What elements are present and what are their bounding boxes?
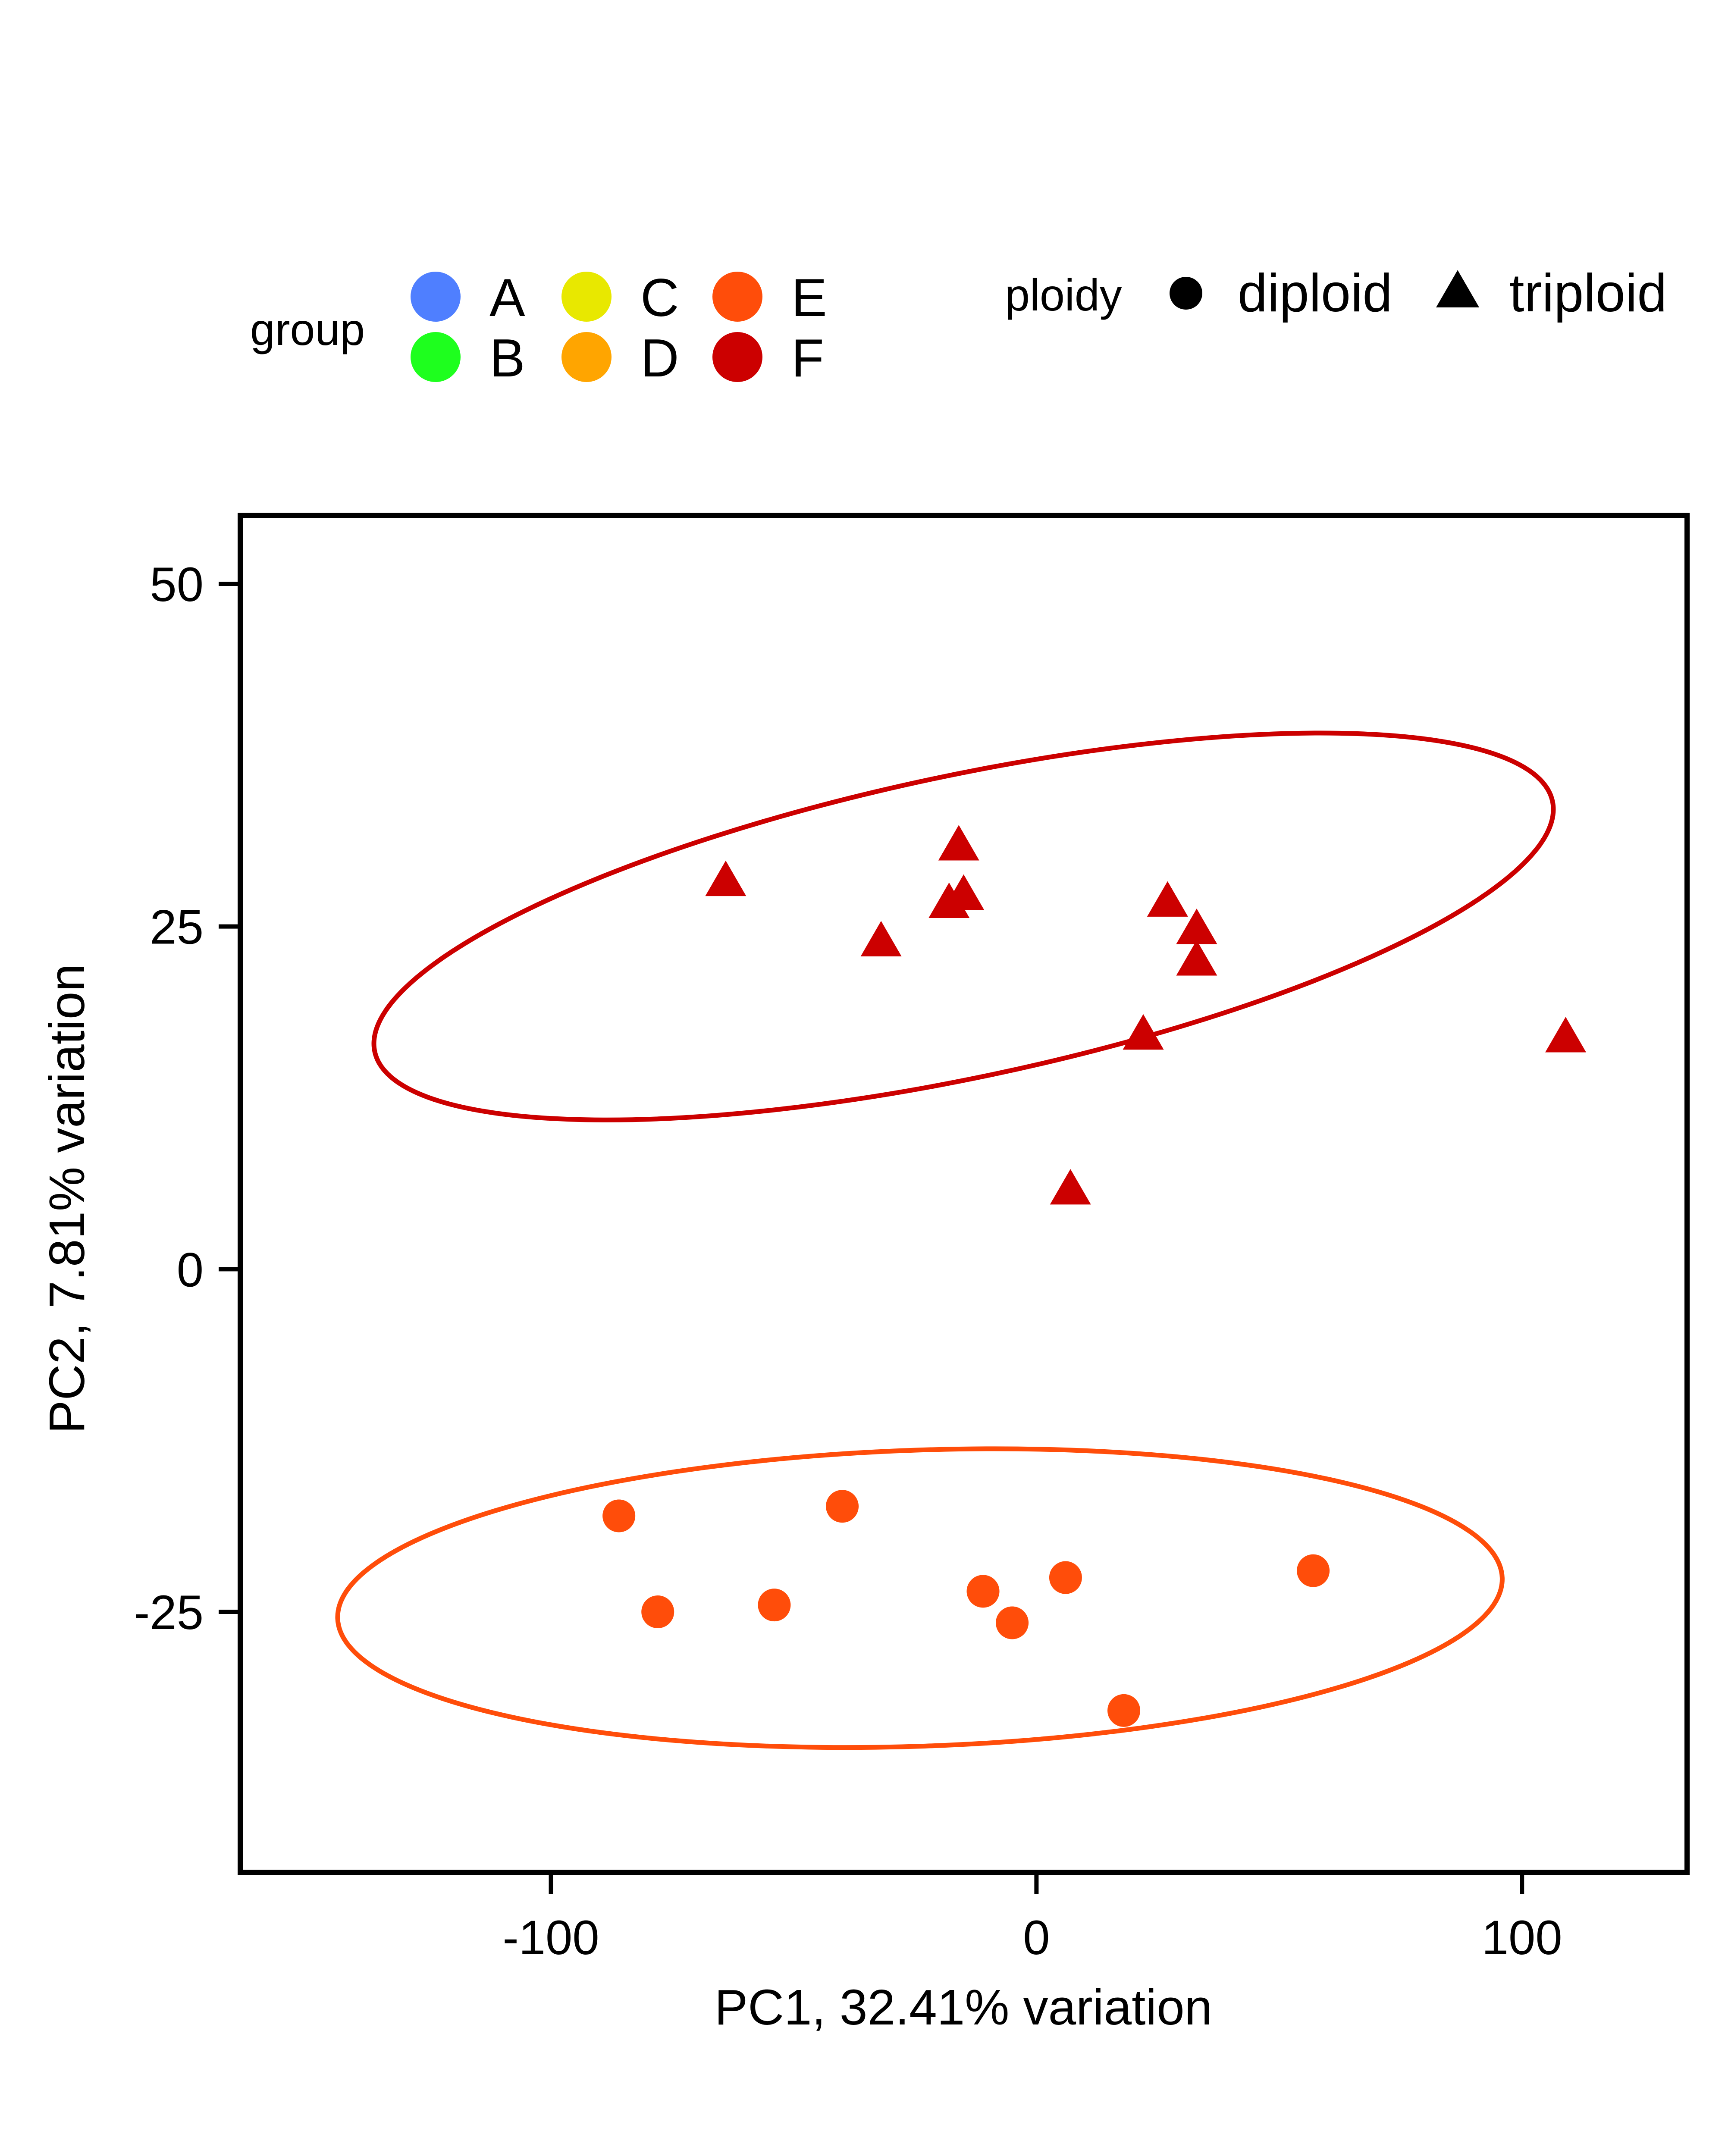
point-triploid-group-f	[1545, 1017, 1587, 1053]
x-tick-label: 0	[1023, 1911, 1050, 1965]
y-tick-label: -25	[134, 1586, 204, 1639]
ellipse-group-e	[335, 1446, 1505, 1750]
x-axis-title: PC1, 32.41% variation	[715, 1979, 1212, 2035]
legend-key-diploid	[1170, 277, 1202, 310]
point-triploid-group-f	[860, 921, 902, 957]
group-legend-title: group	[250, 305, 365, 355]
legend-label-group-a: A	[489, 268, 525, 328]
plot-frame	[238, 513, 1690, 1875]
point-triploid-group-f	[938, 825, 979, 861]
x-tick-label: 100	[1482, 1911, 1562, 1965]
point-triploid-group-f	[1176, 909, 1217, 944]
legend-label-diploid: diploid	[1238, 263, 1393, 323]
point-diploid-group-e	[826, 1490, 859, 1523]
point-diploid-group-e	[1049, 1561, 1082, 1594]
point-diploid-group-e	[758, 1589, 791, 1622]
point-triploid-group-f	[1050, 1169, 1091, 1205]
ploidy-legend: ploidy diploid triploid	[1005, 263, 1667, 323]
legend-label-group-b: B	[489, 329, 525, 388]
point-triploid-group-f	[705, 860, 746, 896]
point-diploid-group-e	[1297, 1554, 1330, 1587]
legend-key-group-e	[712, 272, 762, 322]
group-legend: group AB CD EF	[250, 268, 827, 388]
legend-label-triploid: triploid	[1509, 263, 1667, 323]
legend-label-group-f: F	[791, 329, 824, 388]
legend-key-group-d	[561, 332, 612, 382]
legend-key-group-b	[411, 332, 461, 382]
y-axis-title: PC2, 7.81% variation	[39, 964, 95, 1434]
y-axis-ticks: 50 25 0 -25	[134, 558, 240, 1639]
point-diploid-group-e	[996, 1606, 1029, 1639]
confidence-ellipses	[335, 730, 1556, 1750]
x-tick-label: -100	[502, 1911, 599, 1965]
plot-area: -100 0 100 50 25 0 -25	[134, 513, 1690, 1965]
point-diploid-group-e	[641, 1595, 674, 1629]
point-triploid-group-f	[1123, 1014, 1164, 1050]
legend-key-triploid	[1436, 270, 1479, 307]
point-triploid-group-f	[1147, 881, 1188, 917]
y-tick-label: 0	[177, 1243, 204, 1297]
legend-label-group-d: D	[640, 329, 679, 388]
ploidy-legend-title: ploidy	[1005, 270, 1122, 320]
ploidy-legend-items: diploid triploid	[1170, 263, 1667, 323]
point-diploid-group-e	[602, 1499, 636, 1532]
data-points	[602, 825, 1587, 1727]
ellipse-group-f	[371, 730, 1556, 1122]
y-tick-label: 25	[150, 900, 204, 954]
x-axis-ticks: -100 0 100	[502, 1872, 1562, 1965]
legend-label-group-c: C	[640, 268, 679, 328]
group-legend-items: AB CD EF	[411, 268, 827, 388]
legend-label-group-e: E	[791, 268, 827, 328]
point-triploid-group-f	[1176, 940, 1217, 976]
legend-key-group-c	[561, 272, 612, 322]
point-diploid-group-e	[1107, 1694, 1141, 1727]
legend-key-group-f	[712, 332, 762, 382]
legend-key-group-a	[411, 272, 461, 322]
y-tick-label: 50	[150, 558, 204, 611]
point-triploid-group-f	[928, 882, 970, 918]
point-diploid-group-e	[966, 1575, 1000, 1608]
